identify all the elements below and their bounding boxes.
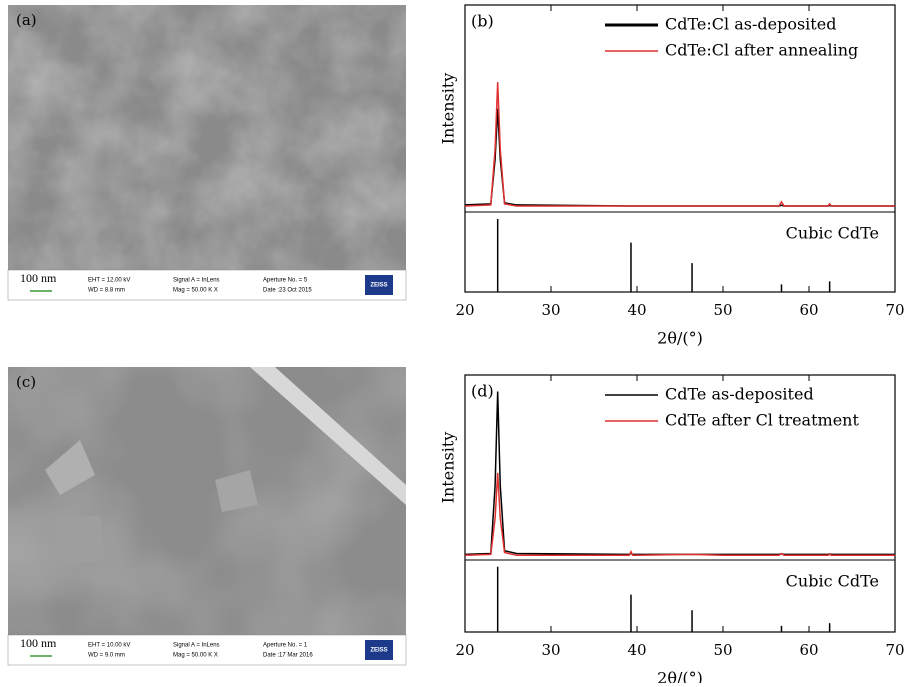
info-text: Date :23 Oct 2015 [263, 288, 312, 294]
x-tick-label: 20 [455, 641, 474, 659]
logo: ZEISS [370, 648, 387, 654]
info-text: Signal A = InLens [173, 643, 220, 649]
x-axis-label: 2θ/(°) [657, 329, 703, 348]
panel-label: (d) [471, 382, 494, 401]
reference-label: Cubic CdTe [786, 572, 879, 591]
scale-bar-label: 100 nm [20, 271, 57, 285]
reference-label: Cubic CdTe [786, 224, 879, 243]
panel-label: (b) [471, 12, 494, 31]
scale-bar-label: 100 nm [20, 636, 57, 650]
sem-image-a [8, 5, 406, 270]
legend-label: CdTe:Cl after annealing [665, 41, 858, 60]
info-text: Signal A = InLens [173, 278, 220, 284]
info-text: Aperture No. = 1 [263, 643, 308, 649]
info-bar [8, 635, 406, 665]
x-tick-label: 60 [799, 641, 818, 659]
x-axis-label: 2θ/(°) [657, 669, 703, 684]
info-text: EHT = 12.00 kV [88, 278, 130, 284]
x-tick-label: 60 [799, 301, 818, 319]
info-text: Mag = 50.00 K X [173, 288, 218, 294]
x-tick-label: 40 [627, 641, 646, 659]
panel-label: (a) [16, 11, 37, 29]
info-bar [8, 270, 406, 300]
x-tick-label: 40 [627, 301, 646, 319]
legend-label: CdTe as-deposited [665, 385, 814, 404]
x-tick-label: 50 [713, 301, 732, 319]
y-axis-label: Intensity [439, 73, 458, 145]
logo: ZEISS [370, 283, 387, 289]
sem-image-c [8, 367, 406, 635]
panel-label: (c) [16, 373, 36, 391]
x-tick-label: 30 [541, 641, 560, 659]
x-tick-label: 30 [541, 301, 560, 319]
xrd-line [465, 473, 895, 555]
info-text: EHT = 10.00 kV [88, 643, 130, 649]
x-tick-label: 70 [885, 301, 904, 319]
x-tick-label: 20 [455, 301, 474, 319]
info-text: Mag = 50.00 K X [173, 653, 218, 659]
xrd-line [465, 82, 895, 206]
info-text: Date :17 Mar 2016 [263, 653, 313, 659]
figure: (a) 100 nm EHT = 12.00 kV WD = 8.8 mm Signal… [0, 0, 909, 683]
info-text: Aperture No. = 5 [263, 278, 308, 284]
legend-label: CdTe after Cl treatment [665, 411, 859, 430]
x-tick-label: 50 [713, 641, 732, 659]
info-text: WD = 9.0 mm [88, 653, 125, 659]
y-axis-label: Intensity [439, 432, 458, 504]
x-tick-label: 70 [885, 641, 904, 659]
legend-label: CdTe:Cl as-deposited [665, 15, 836, 34]
info-text: WD = 8.8 mm [88, 288, 125, 294]
xrd-line [465, 109, 895, 206]
